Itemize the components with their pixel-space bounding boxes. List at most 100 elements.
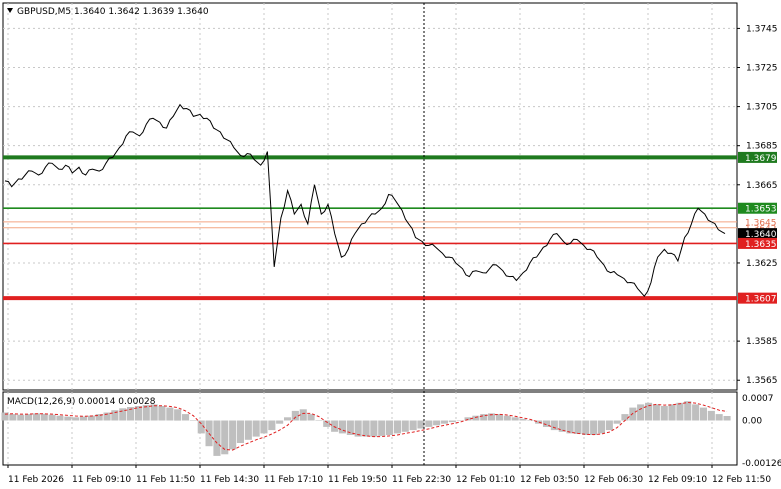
- macd-bar: [158, 406, 166, 421]
- macd-bar: [103, 412, 111, 421]
- macd-bar: [574, 420, 582, 434]
- price-panel-frame: [2, 2, 738, 391]
- macd-bar: [182, 414, 190, 421]
- macd-bar: [1, 412, 9, 421]
- macd-bar: [9, 414, 17, 421]
- macd-bar: [260, 420, 268, 434]
- macd-bar: [652, 404, 660, 421]
- price-tick-label: 1.3745: [746, 24, 778, 34]
- price-tick-label: 1.3685: [746, 142, 778, 152]
- price-tick-label: 1.3625: [746, 259, 778, 269]
- level-label: 1.3653: [745, 205, 777, 215]
- macd-bar: [386, 420, 394, 435]
- macd-bar: [425, 420, 433, 427]
- macd-bar: [252, 420, 260, 437]
- time-label: 11 Feb 19:50: [328, 475, 387, 485]
- macd-bar: [511, 417, 519, 421]
- macd-bar: [558, 420, 566, 432]
- macd-bar: [707, 410, 715, 421]
- macd-bar: [276, 420, 284, 424]
- macd-bar: [79, 416, 87, 421]
- level-label-box: [738, 228, 777, 240]
- macd-bar: [550, 420, 558, 431]
- time-label: 11 Feb 11:50: [136, 475, 195, 485]
- macd-bar: [464, 417, 472, 421]
- time-label: 11 Feb 14:30: [200, 475, 259, 485]
- time-label: 11 Feb 17:10: [264, 475, 323, 485]
- macd-bar: [605, 420, 613, 431]
- macd-bar: [433, 420, 441, 426]
- macd-bar: [370, 420, 378, 437]
- macd-tick-label: -0.00126: [742, 459, 781, 469]
- time-label: 11 Feb 2026: [8, 475, 64, 485]
- time-label: 12 Feb 11:50: [712, 475, 771, 485]
- macd-bar: [17, 414, 25, 421]
- macd-bar: [331, 420, 339, 432]
- macd-bar: [40, 413, 48, 421]
- time-label: 12 Feb 03:50: [520, 475, 579, 485]
- macd-bar: [566, 420, 574, 434]
- macd-bar: [715, 414, 723, 421]
- time-label: 12 Feb 09:10: [648, 475, 707, 485]
- macd-tick-label: 0.0007: [742, 394, 774, 404]
- price-tick-label: 1.3705: [746, 103, 778, 113]
- macd-bar: [582, 420, 590, 435]
- macd-bar: [417, 420, 425, 429]
- macd-bar: [660, 406, 668, 421]
- triangle-down-icon[interactable]: [7, 8, 13, 13]
- macd-axis: 0.0007 0.00 -0.00126: [742, 394, 781, 469]
- macd-bar: [354, 420, 362, 437]
- macd-bar: [590, 420, 598, 435]
- level-label-box: [738, 237, 777, 249]
- macd-bar: [72, 417, 80, 421]
- price-line: [4, 103, 726, 298]
- macd-bar: [448, 420, 456, 423]
- macd-bar: [48, 414, 56, 421]
- macd-bar: [401, 420, 409, 432]
- grid: [3, 3, 737, 465]
- macd-bar: [315, 420, 323, 421]
- macd-bar: [221, 420, 229, 455]
- macd-title: MACD(12,26,9) 0.00014 0.00028: [7, 397, 156, 407]
- macd-bar: [535, 420, 543, 424]
- macd-bar: [495, 414, 503, 421]
- macd-bar: [393, 420, 401, 434]
- macd-bar: [95, 414, 103, 421]
- chart-title: GBPUSD,M5 1.3640 1.3642 1.3639 1.3640: [17, 7, 209, 17]
- macd-bar: [621, 414, 629, 421]
- level-label: 1.3640: [745, 230, 777, 240]
- macd-bar: [25, 414, 33, 421]
- macd-bar: [56, 415, 64, 421]
- level-label: 1.3635: [745, 240, 777, 250]
- macd-signal-line: [4, 401, 728, 451]
- macd-bar: [527, 420, 535, 421]
- macd-bar: [127, 407, 135, 421]
- macd-bar: [645, 402, 653, 421]
- macd-bar: [299, 409, 307, 421]
- price-tick-label: 1.3725: [746, 64, 778, 74]
- time-label: 11 Feb 09:10: [72, 475, 131, 485]
- macd-bar: [684, 401, 692, 421]
- macd-bar: [268, 420, 276, 431]
- macd-bar: [519, 418, 527, 421]
- macd-bar: [338, 420, 346, 434]
- level-label: 1.3607: [745, 295, 777, 305]
- time-label: 12 Feb 01:10: [456, 475, 515, 485]
- macd-bar: [111, 410, 119, 421]
- macd-bar: [629, 407, 637, 421]
- macd-bar: [291, 410, 299, 421]
- macd-bar: [346, 420, 354, 435]
- macd-bar: [166, 407, 174, 421]
- macd-bar: [87, 415, 95, 421]
- macd-bar: [197, 420, 205, 434]
- macd-bar: [134, 406, 142, 421]
- macd-bar: [699, 407, 707, 421]
- time-label: 11 Feb 22:30: [392, 475, 451, 485]
- price-tick-label: 1.3565: [746, 376, 778, 386]
- macd-bar: [307, 414, 315, 421]
- macd-bar: [236, 420, 244, 443]
- macd-bar: [637, 404, 645, 421]
- macd-bar: [668, 404, 676, 421]
- macd-bar: [480, 414, 488, 421]
